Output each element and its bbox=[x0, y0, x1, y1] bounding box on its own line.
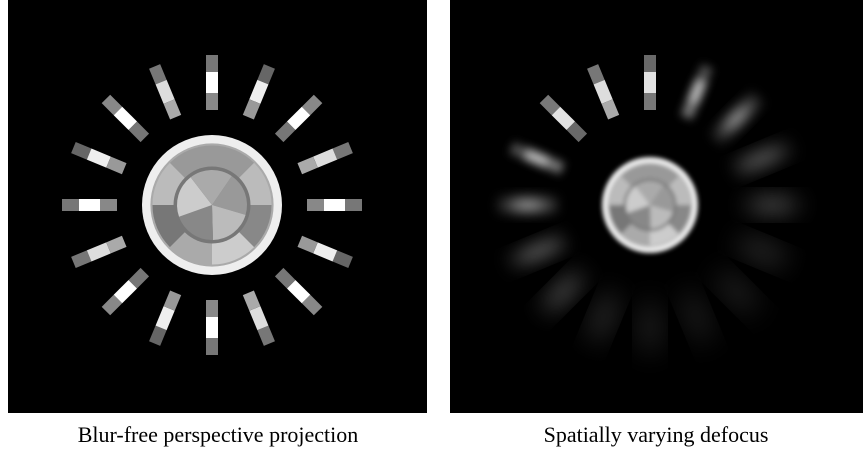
spoke-segment bbox=[644, 300, 656, 317]
spoke bbox=[644, 55, 656, 110]
render-defocus bbox=[450, 0, 863, 413]
spoke-segment bbox=[644, 338, 656, 355]
spoke-segment bbox=[62, 199, 79, 211]
spoke-segment bbox=[206, 72, 218, 93]
spoke-segment bbox=[345, 199, 362, 211]
spoke bbox=[644, 300, 656, 355]
spoke-segment bbox=[783, 199, 800, 211]
caption: Blur-free perspective projection bbox=[8, 422, 428, 448]
spoke-segment bbox=[206, 317, 218, 338]
spoke-segment bbox=[762, 199, 783, 211]
spoke-segment bbox=[644, 317, 656, 338]
spoke-segment bbox=[324, 199, 345, 211]
spoke-segment bbox=[206, 55, 218, 72]
figure: Blur-free perspective projection Spatial… bbox=[0, 0, 863, 457]
spoke-segment bbox=[206, 93, 218, 110]
hub bbox=[142, 135, 282, 275]
spoke bbox=[206, 300, 218, 355]
spoke-segment bbox=[500, 199, 517, 211]
spoke-segment bbox=[206, 300, 218, 317]
spoke-segment bbox=[644, 93, 656, 110]
spoke-segment bbox=[100, 199, 117, 211]
spoke-segment bbox=[644, 72, 656, 93]
spoke-segment bbox=[206, 338, 218, 355]
spoke-segment bbox=[644, 55, 656, 72]
hub bbox=[602, 157, 698, 253]
spoke bbox=[307, 199, 362, 211]
spoke-segment bbox=[538, 199, 555, 211]
caption: Spatially varying defocus bbox=[446, 422, 863, 448]
spoke bbox=[62, 199, 117, 211]
spoke bbox=[206, 55, 218, 110]
spoke-segment bbox=[79, 199, 100, 211]
spoke-segment bbox=[745, 199, 762, 211]
spoke-segment bbox=[307, 199, 324, 211]
spoke-segment bbox=[517, 199, 538, 211]
render-sharp bbox=[8, 0, 427, 413]
spoke bbox=[745, 199, 800, 211]
spoke bbox=[500, 199, 555, 211]
